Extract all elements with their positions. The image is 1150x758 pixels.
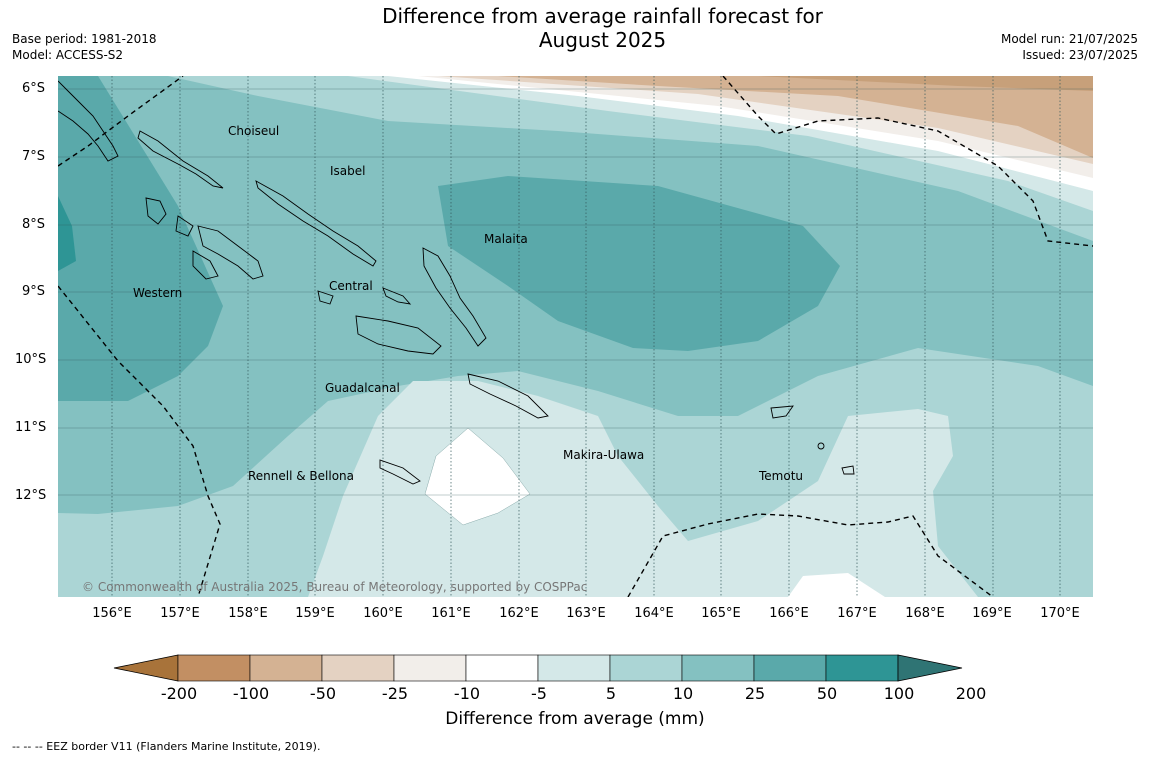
colorbar: [113, 654, 963, 682]
model-name: Model: ACCESS-S2: [12, 48, 124, 62]
western-island-2: [175, 215, 194, 237]
colorbar-label: -50: [309, 684, 337, 703]
colorbar-cell: [465, 654, 539, 682]
lon-label: 161°E: [431, 606, 471, 621]
zone-dry-3: [498, 76, 1093, 158]
colorbar-cell: [681, 654, 755, 682]
lat-label: 12°S: [15, 488, 47, 503]
colorbar-cell: [177, 654, 251, 682]
central-island-1: [317, 290, 334, 305]
lat-label: 8°S: [22, 217, 46, 232]
colorbar-label: 5: [605, 684, 617, 703]
lon-label: 158°E: [228, 606, 268, 621]
colorbar-label: 25: [744, 684, 766, 703]
bougainville-island: [58, 80, 119, 162]
colorbar-label: -10: [453, 684, 481, 703]
colorbar-label: 10: [672, 684, 694, 703]
eez-footnote: -- -- -- EEZ border V11 (Flanders Marine…: [12, 740, 321, 753]
title-line-1: Difference from average rainfall forecas…: [382, 4, 823, 28]
lon-label: 157°E: [160, 606, 200, 621]
temotu-island-1: [770, 405, 794, 419]
place-choiseul: Choiseul: [228, 124, 279, 138]
lon-label: 167°E: [837, 606, 877, 621]
colorbar-cell: [753, 654, 827, 682]
place-central: Central: [329, 279, 373, 293]
western-island-3: [192, 250, 219, 280]
colorbar-cell: [393, 654, 467, 682]
place-malaita: Malaita: [484, 232, 528, 246]
islands: [58, 80, 855, 485]
meta-left: Base period: 1981-2018 Model: ACCESS-S2: [12, 31, 157, 63]
western-island-1: [145, 197, 167, 225]
lon-label: 159°E: [295, 606, 335, 621]
colorbar-arrow-low: [113, 654, 179, 682]
central-island-2: [382, 287, 412, 305]
colorbar-cell: [609, 654, 683, 682]
guadalcanal-island: [355, 315, 442, 355]
lat-gridlines: [58, 88, 1093, 496]
colorbar-label: 200: [955, 684, 987, 703]
zone-50-100-east: [438, 176, 840, 351]
colorbar-label: -200: [160, 684, 198, 703]
place-makira: Makira-Ulawa: [563, 448, 644, 462]
place-western: Western: [133, 286, 182, 300]
colorbar-label: -25: [381, 684, 409, 703]
place-temotu: Temotu: [758, 469, 803, 483]
lat-label: 7°S: [22, 149, 46, 164]
copyright: © Commonwealth of Australia 2025, Bureau…: [82, 580, 588, 594]
place-rennell: Rennell & Bellona: [248, 469, 354, 483]
place-isabel: Isabel: [330, 164, 365, 178]
lon-label: 165°E: [701, 606, 741, 621]
colorbar-label: 50: [816, 684, 838, 703]
temotu-island-2: [841, 465, 855, 475]
lon-label: 170°E: [1040, 606, 1080, 621]
colorbar-label: -100: [232, 684, 270, 703]
meta-right: Model run: 21/07/2025 Issued: 23/07/2025: [1001, 31, 1138, 63]
rennell-island: [379, 459, 421, 485]
map-title: Difference from average rainfall forecas…: [300, 4, 905, 52]
zone-100-200-west: [58, 196, 76, 271]
model-run: Model run: 21/07/2025: [1000, 32, 1138, 46]
rainfall-map: Choiseul Isabel Malaita Western Central …: [58, 76, 1093, 597]
colorbar-cell: [321, 654, 395, 682]
lon-label: 168°E: [905, 606, 945, 621]
lon-label: 164°E: [634, 606, 674, 621]
place-guadalcanal: Guadalcanal: [325, 381, 400, 395]
lat-label: 6°S: [22, 81, 46, 96]
colorbar-label: 100: [883, 684, 915, 703]
lon-label: 163°E: [566, 606, 606, 621]
zone-neutral-south-2: [788, 573, 885, 597]
zone-dry-4: [758, 76, 1093, 91]
temotu-island-3: [817, 442, 825, 450]
eez-border: [58, 76, 1093, 597]
lon-label: 162°E: [499, 606, 539, 621]
lon-label: 166°E: [769, 606, 809, 621]
malaita-island: [422, 247, 487, 347]
choiseul-island: [137, 130, 224, 189]
title-line-2: August 2025: [538, 28, 667, 52]
colorbar-cell: [825, 654, 899, 682]
lat-label: 11°S: [15, 420, 47, 435]
lon-label: 160°E: [363, 606, 403, 621]
lon-label: 169°E: [972, 606, 1012, 621]
base-period: Base period: 1981-2018: [12, 32, 157, 46]
gridlines: [111, 76, 1061, 597]
new-georgia-island: [197, 225, 264, 280]
lat-label: 9°S: [22, 284, 46, 299]
lon-label: 156°E: [92, 606, 132, 621]
isabel-island: [255, 180, 377, 267]
colorbar-cell: [537, 654, 611, 682]
colorbar-arrow-high: [897, 654, 963, 682]
colorbar-label: -5: [531, 684, 547, 703]
issued-date: Issued: 23/07/2025: [1022, 48, 1138, 62]
makira-island: [467, 373, 549, 419]
colorbar-title: Difference from average (mm): [445, 709, 705, 729]
colorbar-cell: [249, 654, 323, 682]
lat-label: 10°S: [15, 352, 47, 367]
